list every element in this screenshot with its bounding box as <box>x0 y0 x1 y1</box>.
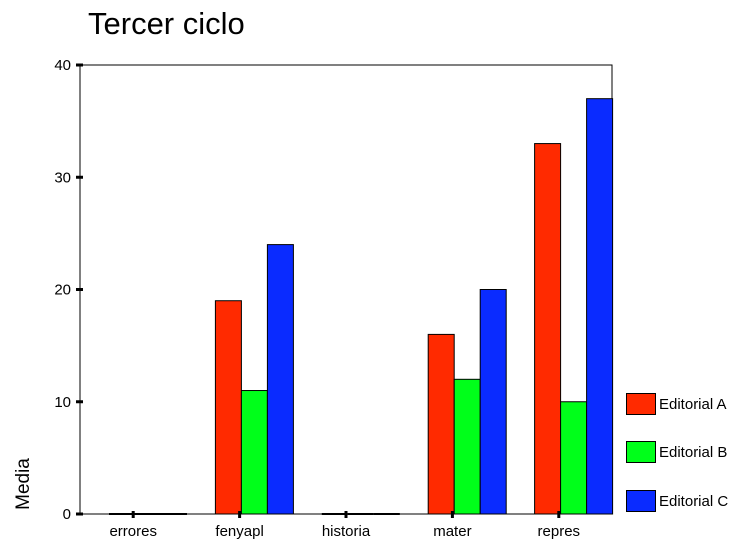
x-tick-label: fenyapl <box>215 523 263 540</box>
legend-label: Editorial B <box>659 443 728 461</box>
y-axis-label: Media <box>13 458 34 510</box>
x-tick-label: historia <box>322 523 371 540</box>
bar-mater-editorial-a <box>427 333 455 515</box>
x-tick-label: errores <box>109 523 157 540</box>
legend-swatch <box>626 441 656 463</box>
legend-label: Editorial C <box>659 492 729 510</box>
legend-label: Editorial A <box>659 395 727 413</box>
bar-mater-editorial-c <box>479 289 507 515</box>
bar-repres-editorial-c <box>586 98 614 515</box>
chart-title: Tercer ciclo <box>88 6 245 41</box>
x-tick-label: repres <box>538 523 581 540</box>
bar-fenyapl-editorial-b <box>240 390 268 515</box>
legend-item: Editorial C <box>626 489 728 513</box>
legend-item: Editorial B <box>626 440 727 464</box>
bar-fenyapl-editorial-a <box>214 300 242 515</box>
bar-repres-editorial-b <box>560 401 588 515</box>
y-tick-label: 20 <box>54 282 71 299</box>
axis-layer: 0 10 20 30 40 errores fenyapl historia mater repr… <box>54 57 580 540</box>
y-tick-label: 40 <box>54 57 71 74</box>
y-tick-label: 0 <box>63 506 71 523</box>
bar-fenyapl-editorial-c <box>266 244 294 515</box>
legend-swatch <box>626 393 656 415</box>
y-tick-label: 30 <box>54 169 71 186</box>
legend-item: Editorial A <box>626 392 727 416</box>
bar-mater-editorial-b <box>453 378 481 515</box>
legend-swatch <box>626 490 656 512</box>
x-tick-label: mater <box>433 523 471 540</box>
y-tick-label: 10 <box>54 394 71 411</box>
bar-repres-editorial-a <box>534 143 562 515</box>
plot-frame <box>79 64 613 515</box>
bars-layer <box>109 98 614 515</box>
